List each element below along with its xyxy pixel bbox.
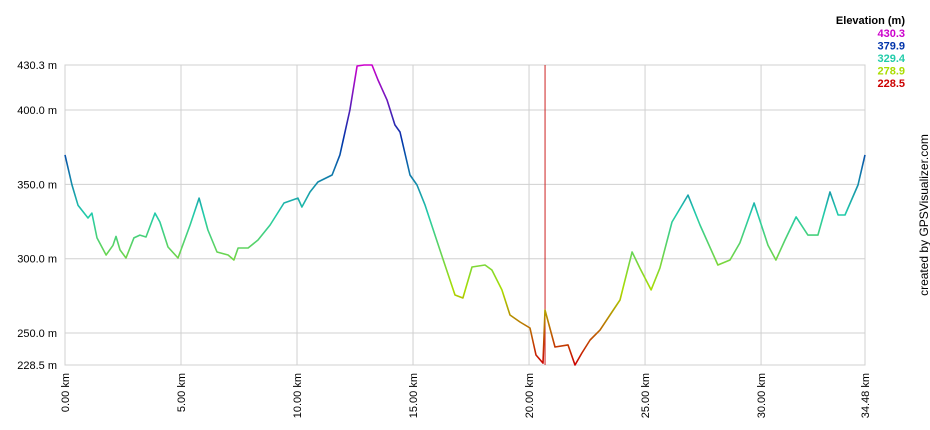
x-tick-label: 5.00 km xyxy=(176,373,188,412)
y-tick-label: 250.0 m xyxy=(17,328,57,340)
legend-value: 379.9 xyxy=(877,41,905,53)
legend-value: 228.5 xyxy=(877,78,905,90)
x-tick-label: 30.00 km xyxy=(756,373,768,418)
x-tick-label: 0.00 km xyxy=(60,373,72,412)
x-tick-label: 15.00 km xyxy=(408,373,420,418)
y-tick-label: 430.3 m xyxy=(17,60,57,72)
credit: created by GPSVisualizer.com xyxy=(917,134,930,296)
x-tick-label: 25.00 km xyxy=(640,373,652,418)
x-tick-label: 34.48 km xyxy=(860,373,872,418)
y-tick-label: 300.0 m xyxy=(17,254,57,266)
x-tick-label: 20.00 km xyxy=(524,373,536,418)
legend-title: Elevation (m) xyxy=(836,15,905,27)
legend-value: 329.4 xyxy=(877,53,905,65)
legend-value: 430.3 xyxy=(877,28,905,40)
elevation-line xyxy=(64,64,866,366)
y-tick-label: 400.0 m xyxy=(17,105,57,117)
plot-frame xyxy=(64,64,866,366)
y-tick-label: 228.5 m xyxy=(17,360,57,372)
y-tick-label: 350.0 m xyxy=(17,179,57,191)
legend-value: 278.9 xyxy=(877,66,905,78)
x-tick-label: 10.00 km xyxy=(292,373,304,418)
